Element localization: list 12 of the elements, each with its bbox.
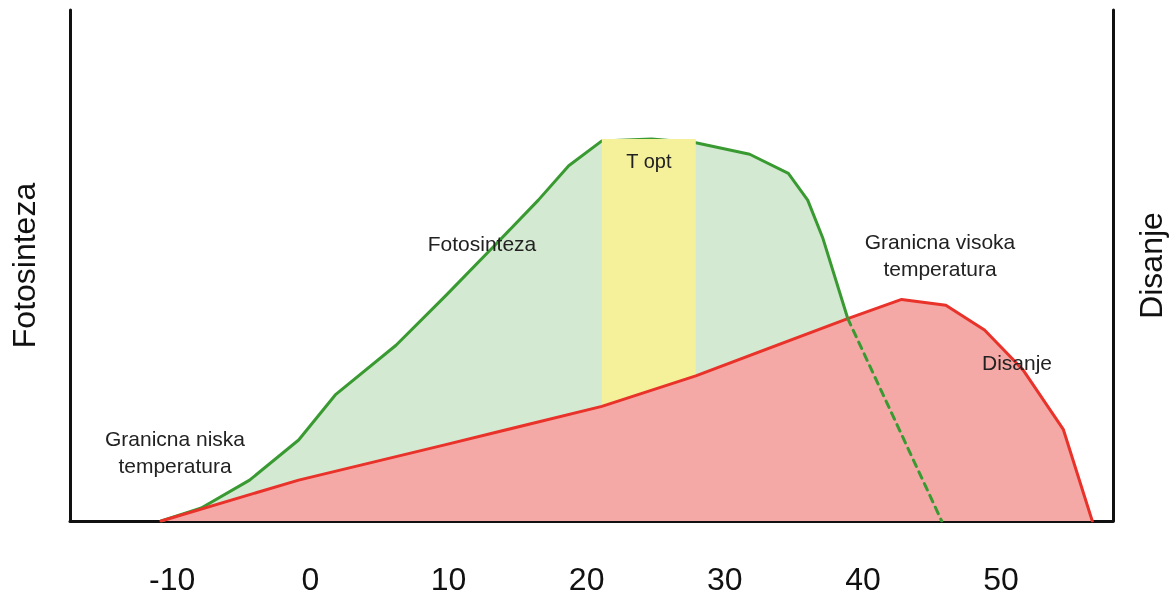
annotation: Granicna visoka temperatura bbox=[864, 230, 1016, 280]
x-tick-label: 50 bbox=[983, 561, 1019, 595]
x-tick-label: 40 bbox=[845, 561, 881, 595]
x-tick-label: 20 bbox=[568, 561, 605, 595]
annotation: Granicna niska temperatura bbox=[104, 427, 246, 477]
x-tick-label: 0 bbox=[301, 561, 320, 595]
y2-axis-title: Disanje bbox=[1133, 212, 1169, 319]
x-tick-label: 10 bbox=[430, 561, 467, 595]
y-axis-title: Fotosinteza bbox=[6, 182, 42, 349]
x-tick-label: -10 bbox=[149, 561, 196, 595]
x-tick-label: 30 bbox=[707, 561, 743, 595]
band-label: T opt bbox=[626, 150, 672, 172]
